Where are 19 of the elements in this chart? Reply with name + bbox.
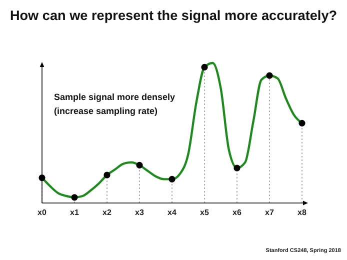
- x-tick-label: x4: [168, 208, 177, 217]
- x-tick-label: x3: [135, 208, 144, 217]
- annotation: Sample signal more densely (increase sampling rate): [54, 92, 176, 116]
- x-tick-label: x0: [38, 208, 47, 217]
- point: [234, 164, 240, 172]
- x-tick-label: x2: [102, 208, 112, 217]
- x-tick-label: x7: [265, 208, 274, 217]
- x-tick-label: x1: [70, 208, 80, 217]
- chart-title: How can we represent the signal more accurately?: [10, 8, 338, 23]
- point: [168, 176, 176, 182]
- x-tick-label: x8: [298, 208, 307, 217]
- x-tick-label: x6: [232, 208, 242, 217]
- point: [136, 162, 143, 168]
- point: [104, 172, 110, 178]
- point: [298, 120, 306, 126]
- point: [71, 194, 78, 201]
- x-tick-label: x5: [200, 208, 210, 217]
- point: [201, 64, 208, 70]
- point: [266, 72, 273, 79]
